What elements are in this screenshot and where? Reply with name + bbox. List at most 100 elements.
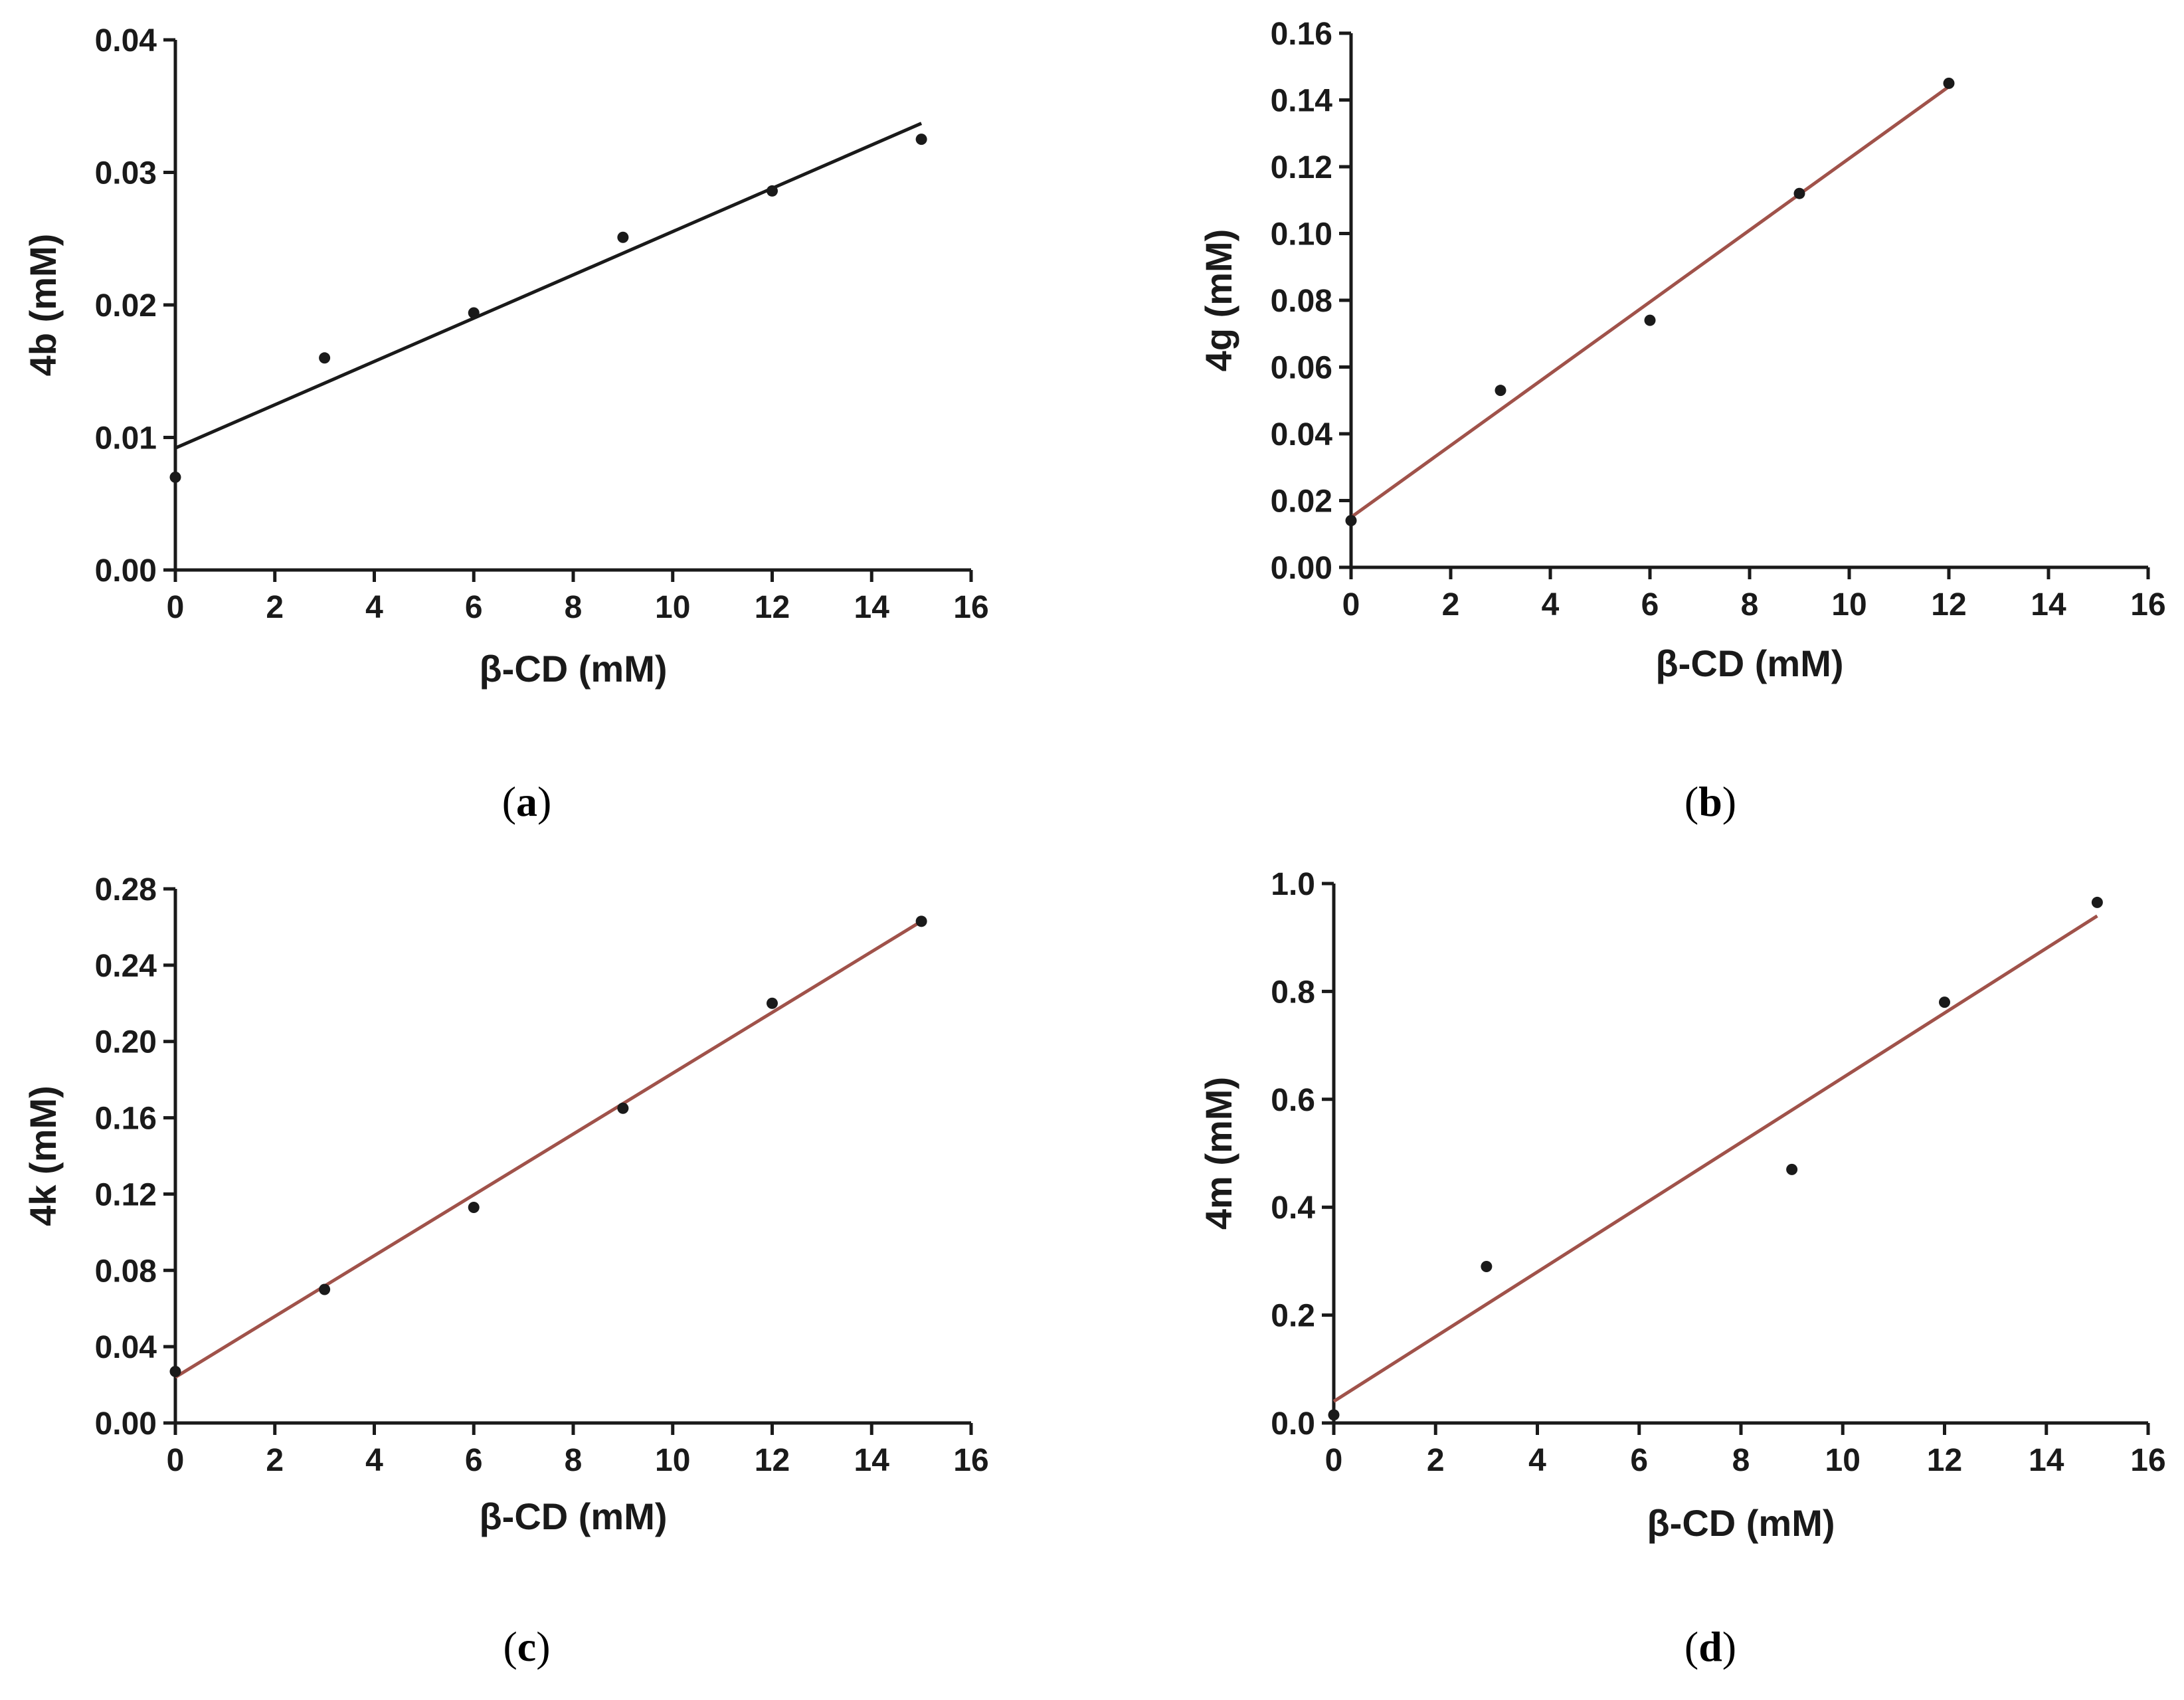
x-tick-label: 14: [854, 590, 890, 625]
x-tick-label: 16: [2130, 1443, 2165, 1478]
x-tick-label: 16: [2130, 587, 2165, 622]
x-tick-label: 4: [365, 1443, 383, 1478]
y-tick-label: 0.08: [1271, 284, 1332, 319]
x-tick-label: 4: [1542, 587, 1560, 622]
y-tick-label: 0.04: [95, 23, 157, 58]
x-axis-title: β-CD (mM): [1655, 642, 1843, 684]
x-tick-label: 14: [2031, 587, 2066, 622]
y-tick-label: 0.24: [95, 949, 157, 984]
data-point: [1644, 314, 1656, 326]
x-tick-label: 2: [1442, 587, 1460, 622]
data-point: [468, 1202, 480, 1214]
data-point: [617, 1102, 629, 1114]
x-tick-label: 16: [953, 1443, 988, 1478]
y-axis-title: 4k (mM): [22, 1086, 64, 1226]
y-axis-title: 4b (mM): [22, 234, 64, 377]
y-tick-label: 0.00: [1271, 551, 1332, 586]
x-tick-label: 6: [465, 590, 483, 625]
regression-line: [1350, 85, 1950, 519]
y-axis-title: 4g (mM): [1198, 229, 1239, 372]
x-axis-title: β-CD (mM): [479, 648, 667, 690]
regression-line: [1332, 914, 2098, 1403]
data-point: [915, 915, 927, 927]
x-tick-label: 4: [1528, 1443, 1546, 1478]
x-tick-label: 8: [565, 590, 583, 625]
data-point: [767, 185, 778, 197]
data-point: [169, 1365, 181, 1377]
y-tick-label: 0.14: [1271, 84, 1333, 119]
y-tick-label: 0.8: [1271, 975, 1315, 1010]
x-tick-label: 8: [1732, 1443, 1750, 1478]
y-tick-label: 0.02: [1271, 484, 1332, 519]
data-point: [2091, 896, 2103, 908]
chart-panel-d: 0 2 4 6 8 10 12 14 16 0.0 0.2 0.4 0.6 0.8 1.0 β-CD (mM)…: [1198, 867, 2166, 1670]
y-tick-label: 0.0: [1271, 1406, 1315, 1442]
x-tick-label: 0: [1325, 1443, 1343, 1478]
x-tick-label: 8: [1741, 587, 1759, 622]
x-tick-label: 6: [1630, 1443, 1648, 1478]
data-point: [1943, 77, 1955, 89]
x-tick-label: 2: [266, 590, 284, 625]
regression-line: [175, 122, 923, 450]
data-point: [767, 997, 778, 1009]
x-tick-label: 10: [1825, 1443, 1861, 1478]
regression-line: [174, 919, 923, 1379]
y-tick-label: 0.06: [1271, 351, 1332, 386]
x-tick-label: 10: [655, 1443, 690, 1478]
x-tick-label: 2: [266, 1443, 284, 1478]
x-tick-label: 6: [1641, 587, 1659, 622]
chart-panel-b: 0 2 4 6 8 10 12 14 16 0.00 0.02 0.04 0.06 0.08 0.10 0.1…: [1198, 17, 2166, 825]
y-tick-label: 0.2: [1271, 1299, 1315, 1334]
y-tick-label: 0.02: [95, 288, 157, 324]
y-tick-label: 0.20: [95, 1025, 157, 1060]
data-point: [1495, 385, 1506, 397]
x-tick-label: 0: [1342, 587, 1360, 622]
y-tick-label: 0.04: [1271, 417, 1333, 452]
data-point: [468, 307, 480, 319]
y-tick-label: 0.10: [1271, 217, 1332, 252]
panel-label: (a): [502, 778, 552, 825]
panel-label: (b): [1684, 778, 1736, 825]
x-tick-label: 12: [755, 1443, 790, 1478]
data-point: [1793, 187, 1805, 199]
y-tick-label: 0.4: [1271, 1190, 1315, 1226]
data-point: [1939, 996, 1950, 1008]
data-point: [1481, 1261, 1493, 1273]
x-tick-label: 0: [167, 1443, 185, 1478]
x-tick-label: 4: [365, 590, 383, 625]
data-point: [1345, 515, 1357, 527]
y-tick-label: 0.28: [95, 872, 157, 907]
y-tick-label: 0.12: [95, 1177, 157, 1212]
data-point: [1786, 1163, 1798, 1175]
y-tick-label: 0.03: [95, 156, 157, 191]
panel-label: (d): [1684, 1623, 1736, 1670]
data-point: [319, 352, 331, 364]
x-tick-label: 10: [655, 590, 690, 625]
y-axis-title: 4m (mM): [1198, 1077, 1239, 1230]
chart-panel-c: 0 2 4 6 8 10 12 14 16 0.00 0.04 0.08 0.12 0.16 0.20 0.2…: [22, 872, 989, 1670]
x-tick-label: 12: [1931, 587, 1966, 622]
x-tick-label: 0: [167, 590, 185, 625]
data-point: [617, 231, 629, 243]
x-tick-label: 16: [953, 590, 988, 625]
chart-panel-a: 0 2 4 6 8 10 12 14 16 0.00 0.01 0.02 0.03 0.04 β-CD (m…: [22, 23, 989, 825]
x-tick-label: 2: [1427, 1443, 1445, 1478]
x-tick-label: 8: [565, 1443, 583, 1478]
data-point: [1328, 1409, 1340, 1421]
data-point: [319, 1283, 331, 1295]
x-tick-label: 6: [465, 1443, 483, 1478]
y-tick-label: 0.04: [95, 1330, 157, 1365]
y-tick-label: 0.01: [95, 421, 157, 456]
x-tick-label: 14: [2029, 1443, 2064, 1478]
y-tick-label: 0.6: [1271, 1083, 1315, 1118]
panel-label: (c): [503, 1623, 550, 1670]
y-tick-label: 0.16: [95, 1101, 157, 1137]
y-tick-label: 0.00: [95, 1406, 157, 1442]
y-tick-label: 0.12: [1271, 150, 1332, 185]
x-tick-label: 12: [1927, 1443, 1962, 1478]
y-tick-label: 0.16: [1271, 17, 1332, 52]
x-axis-title: β-CD (mM): [1647, 1502, 1835, 1544]
data-point: [915, 134, 927, 145]
y-tick-label: 0.00: [95, 553, 157, 589]
